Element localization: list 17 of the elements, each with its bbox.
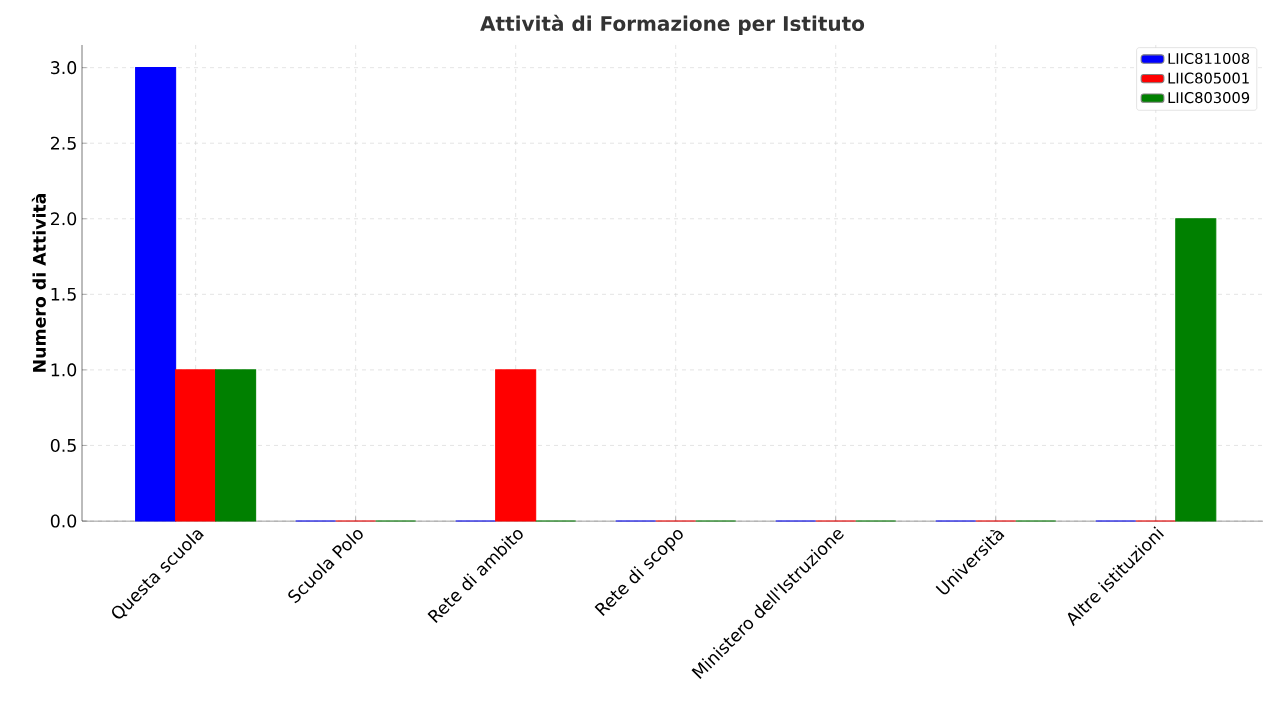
bar [215, 369, 257, 522]
y-tick-label: 0.5 [50, 438, 76, 452]
y-tick-label: 2.0 [51, 212, 77, 226]
legend-label: LIIC803009 [1168, 92, 1250, 104]
legend-label: LIIC805001 [1168, 72, 1249, 84]
bar [135, 67, 177, 522]
legend-label: LIIC811008 [1168, 52, 1250, 65]
y-tick-label: 2.5 [51, 136, 76, 150]
bar [1175, 218, 1217, 522]
bar [495, 369, 537, 522]
y-tick-label: 1.5 [51, 287, 76, 301]
y-tick-label: 1.0 [51, 363, 77, 377]
chart-title: Attività di Formazione per Istituto [480, 14, 865, 35]
y-tick-label: 0.0 [50, 514, 77, 528]
bar [175, 369, 217, 522]
y-tick-label: 3.0 [51, 61, 77, 75]
y-axis-title: Numero di Attività [31, 194, 46, 372]
